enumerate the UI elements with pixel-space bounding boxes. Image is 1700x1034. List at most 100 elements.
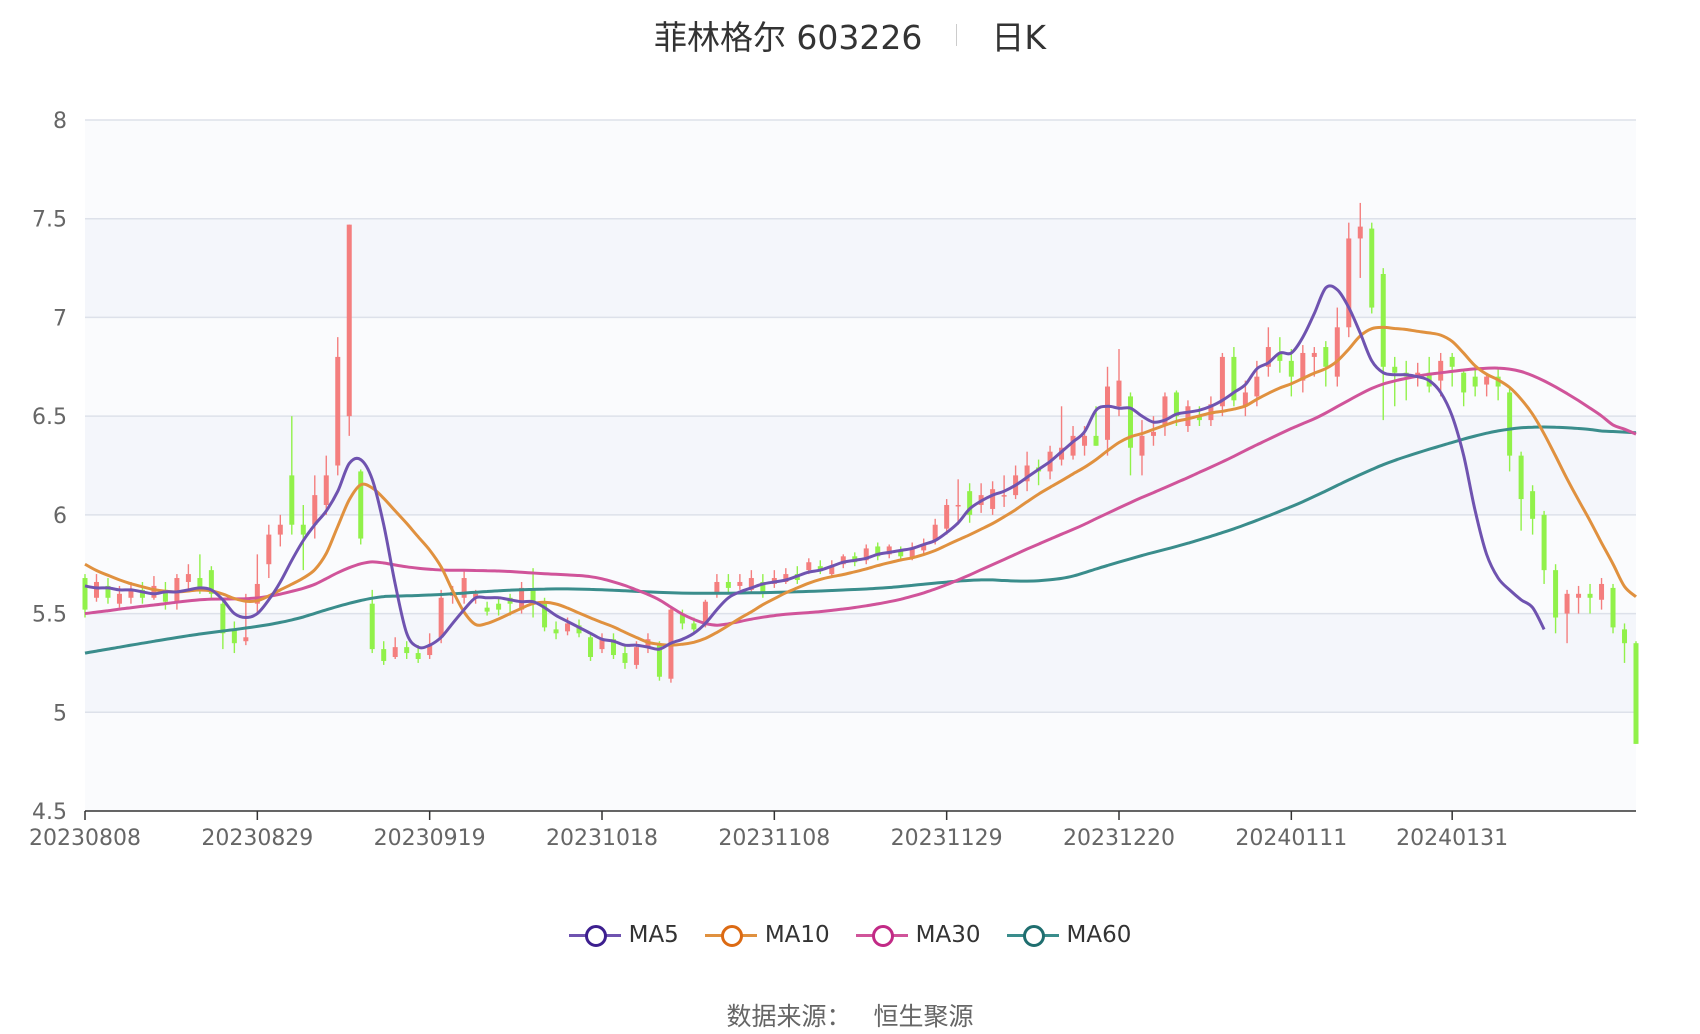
candle-body [1196,416,1202,421]
candle-body [1001,495,1007,497]
candle-body [702,601,708,626]
grid-band [85,218,1636,318]
candle-body [829,566,835,575]
legend-item-ma30[interactable]: MA30 [855,922,981,948]
candle-body [588,637,594,658]
ma10-line [84,325,1637,647]
y-tick-label: 4.5 [32,800,67,825]
legend-item-ma60[interactable]: MA60 [1006,922,1131,948]
candle-body [381,649,387,661]
candle-body [93,581,99,598]
candle-body [174,578,180,602]
candle-body [760,581,766,594]
candle-body [1449,356,1455,367]
y-tick-label: 6.5 [32,405,67,430]
candle-body [1219,356,1225,407]
chart-legend: MA5 MA10 MA30 MA60 [0,917,1700,953]
title-separator [956,24,958,46]
ma30-line [84,366,1637,627]
candle-body [1105,386,1111,440]
y-tick-label: 6 [53,504,67,529]
candle-body [1242,392,1248,407]
candle-body [909,548,915,559]
candle-body [1185,406,1191,427]
candle-body [392,647,398,658]
candle-body [840,556,846,565]
x-tick-label: 20230808 [29,826,141,851]
candle-body [1599,583,1605,600]
candle-body [323,475,329,505]
chart-title-row: 菲林格尔 603226 日K [0,10,1700,60]
candle-body [300,524,306,535]
candle-body [955,504,961,507]
x-tick-label: 20230829 [201,826,313,851]
data-source-label: 数据来源： [726,1002,852,1031]
candle-body [1587,593,1593,598]
candle-body [1173,392,1179,417]
chart-title: 菲林格尔 603226 [653,18,923,57]
candle-body [990,489,996,509]
x-tick-label: 20240131 [1396,826,1508,851]
candle-body [496,603,502,610]
data-source-footer: 数据来源： 恒生聚源 [0,997,1700,1033]
candle-body [473,593,479,598]
candle-body [1288,360,1294,377]
candle-body [82,578,88,610]
candle-body [610,639,616,656]
legend-item-ma10[interactable]: MA10 [704,922,830,948]
candle-body [369,603,375,650]
candle-body [438,597,444,638]
y-tick-label: 8 [53,109,67,134]
y-tick-label: 5 [53,701,67,726]
candle-body [1392,366,1398,373]
candle-body [1518,455,1524,500]
legend-item-ma5[interactable]: MA5 [568,922,679,948]
candle-body [1541,514,1547,571]
candle-body [254,583,260,604]
candle-body [277,524,283,535]
candle-body [806,562,812,571]
candle-body [461,578,467,598]
candle-body [633,647,639,665]
candle-body [1507,392,1513,456]
legend-label: MA30 [915,922,981,948]
candle-body [748,578,754,590]
candle-body [1277,352,1283,361]
candle-body [1231,356,1237,401]
candle-body [932,524,938,541]
candle-body [1346,238,1352,328]
candle-body [576,625,582,634]
legend-swatch [1006,923,1059,947]
legend-circle-icon [720,925,743,947]
legend-swatch [704,923,757,947]
grid-band [85,712,1636,811]
candle-body [944,504,950,529]
candle-body [266,534,272,565]
grid-band [85,317,1636,417]
candle-body [105,585,111,598]
legend-circle-icon [584,925,607,947]
candle-body [346,224,352,417]
candle-body [139,589,145,598]
candle-body [1564,593,1570,614]
candle-body [1438,360,1444,381]
ma60-line [84,425,1637,655]
candle-body [1300,352,1306,381]
x-tick-label: 20231108 [718,826,830,851]
grid-band [85,613,1636,713]
candle-body [312,495,318,525]
candle-body [1127,396,1133,448]
candle-body [1024,465,1030,482]
candle-body [1530,491,1536,519]
candle-body [875,546,881,557]
candle-body [1610,587,1616,628]
x-tick-label: 20240111 [1235,826,1347,851]
candle-body [1357,226,1363,239]
candle-body [863,548,869,561]
candle-body [1150,431,1156,436]
candle-body [197,578,203,588]
candle-body [231,629,237,644]
ma5-line [84,284,1546,651]
legend-label: MA10 [764,922,830,948]
candle-body [542,603,548,628]
